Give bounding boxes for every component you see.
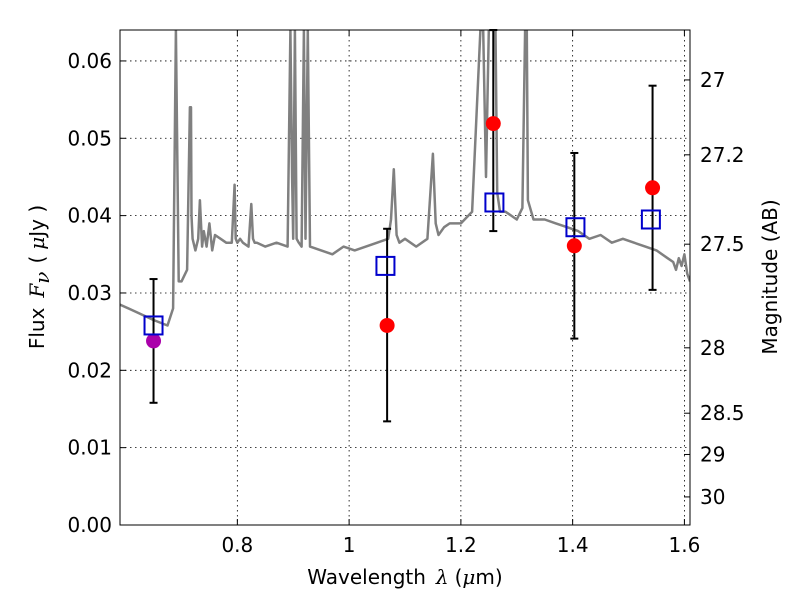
x-tick-label: 0.8: [221, 533, 253, 557]
x-tick-label: 1.2: [445, 533, 477, 557]
x-tick-label: 1.6: [669, 533, 701, 557]
observed-point: [485, 116, 501, 132]
y2-tick-label: 29: [700, 442, 725, 466]
plot-area: [120, 29, 690, 423]
y-tick-label: 0.05: [67, 126, 112, 150]
model-spectrum-line: [120, 30, 690, 327]
y-axis-label: FluxFν(μJy ): [25, 205, 54, 349]
model-photometry-point: [565, 217, 586, 238]
y2-tick-label: 28.5: [700, 401, 745, 425]
observed-point: [379, 317, 395, 333]
model-photometry-point: [143, 315, 164, 336]
x-tick-label: 1.4: [557, 533, 589, 557]
y-tick-label: 0.02: [67, 358, 112, 382]
y2-tick-label: 27.5: [700, 232, 745, 256]
model-photometry-point: [640, 209, 661, 230]
observed-point: [645, 180, 661, 196]
axes-frame: [119, 29, 691, 526]
y2-tick-label: 28: [700, 336, 725, 360]
y2-axis: 27 27.2 27.5 28 28.5 29 30: [684, 68, 745, 509]
y-tick-label: 0.06: [67, 49, 112, 73]
y2-tick-label: 27.2: [700, 143, 745, 167]
grid: [120, 30, 690, 526]
x-axis-label: Wavelength λ (μm): [307, 565, 502, 589]
y2-tick-label: 27: [700, 68, 725, 92]
y2-tick-label: 30: [700, 485, 725, 509]
y-axis: 0.00 0.01 0.02 0.03 0.04 0.05 0.06: [67, 49, 126, 537]
y-tick-label: 0.00: [67, 513, 112, 537]
x-axis: 0.8 1 1.2 1.4 1.6: [221, 30, 700, 557]
y-tick-label: 0.04: [67, 204, 112, 228]
observed-point: [146, 333, 162, 349]
observed-point: [566, 238, 582, 254]
y-tick-label: 0.03: [67, 281, 112, 305]
y2-axis-label: Magnitude (AB): [758, 199, 782, 354]
x-tick-label: 1: [343, 533, 356, 557]
model-photometry-point: [375, 255, 396, 276]
y-tick-label: 0.01: [67, 436, 112, 460]
model-photometry-point: [484, 192, 505, 213]
